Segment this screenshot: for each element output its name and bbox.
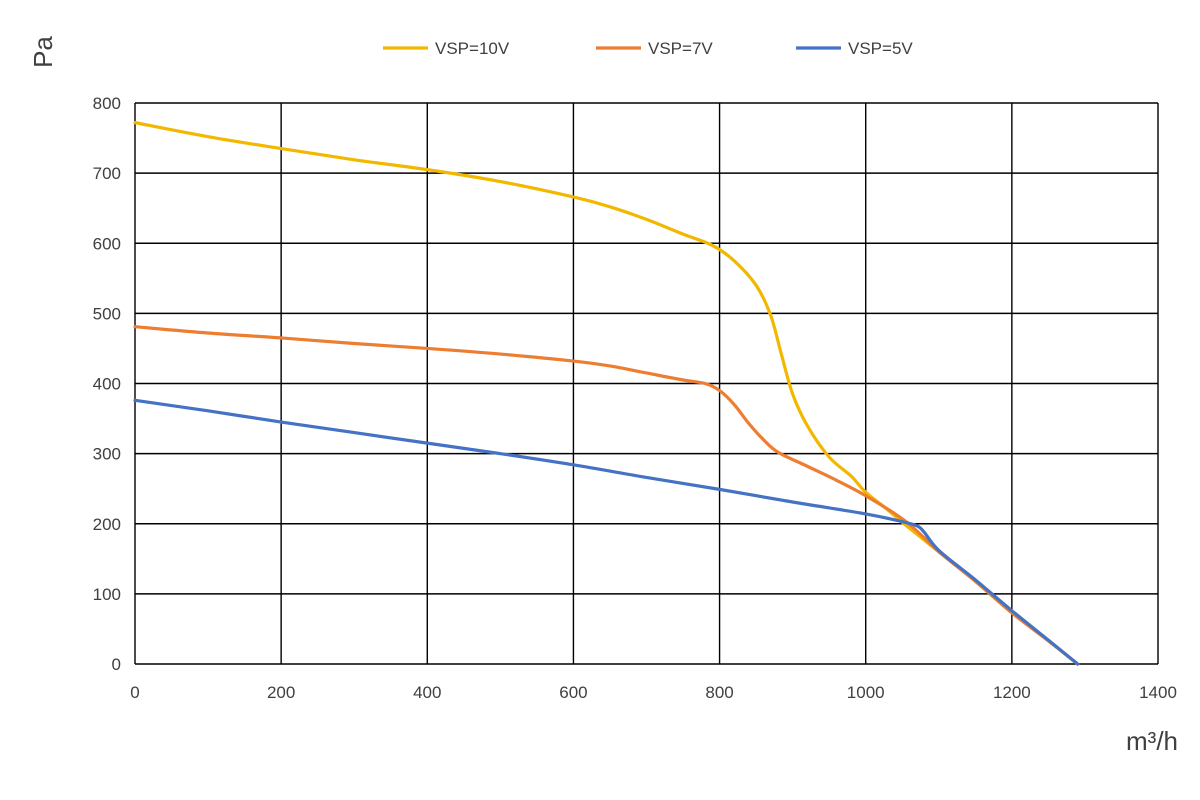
y-tick-label: 300	[93, 445, 121, 464]
x-tick-label: 800	[705, 683, 733, 702]
legend: VSP=10V VSP=7V VSP=5V	[383, 39, 913, 58]
legend-label-vsp-5v: VSP=5V	[848, 39, 913, 58]
y-tick-label: 200	[93, 515, 121, 534]
x-tick-label: 0	[130, 683, 139, 702]
series-line-vsp-5v	[133, 398, 1080, 666]
legend-label-vsp-10v: VSP=10V	[435, 39, 510, 58]
x-tick-label: 600	[559, 683, 587, 702]
x-tick-label: 400	[413, 683, 441, 702]
y-tick-label: 0	[112, 655, 121, 674]
x-tick-label: 1000	[847, 683, 885, 702]
series-line-vsp-10v	[133, 121, 1080, 666]
grid-lines	[134, 102, 1159, 665]
x-tick-label: 1200	[993, 683, 1031, 702]
y-axis-title: Pa	[28, 36, 58, 68]
x-axis-ticks: 0 200 400 600 800 1000 1200 1400	[130, 683, 1177, 702]
y-tick-label: 100	[93, 585, 121, 604]
x-tick-label: 200	[267, 683, 295, 702]
x-axis-title: m³/h	[1126, 726, 1178, 756]
series-line-vsp-7v	[133, 325, 1080, 666]
x-tick-label: 1400	[1139, 683, 1177, 702]
series-lines	[133, 121, 1080, 666]
y-axis-ticks: 0 100 200 300 400 500 600 700 800	[93, 94, 121, 674]
y-tick-label: 800	[93, 94, 121, 113]
y-tick-label: 500	[93, 304, 121, 323]
y-tick-label: 700	[93, 164, 121, 183]
y-tick-label: 400	[93, 375, 121, 394]
y-tick-label: 600	[93, 234, 121, 253]
legend-label-vsp-7v: VSP=7V	[648, 39, 713, 58]
